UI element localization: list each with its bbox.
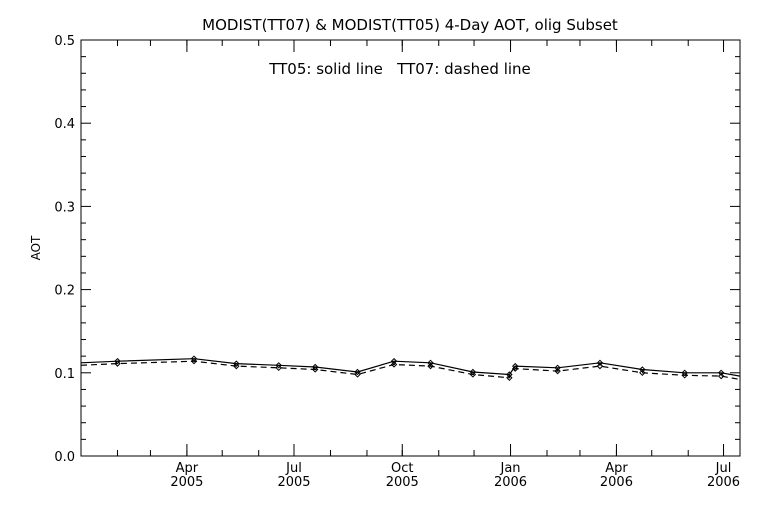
data-point-tt05: [354, 368, 361, 376]
data-point-tt05: [554, 364, 561, 372]
data-point-tt07: [512, 365, 519, 372]
data-point-tt07: [717, 372, 725, 380]
data-point-tt07: [114, 360, 121, 367]
data-point-tt05: [596, 359, 604, 367]
x-tick-month-label: Oct: [391, 461, 413, 476]
y-axis-label: AOT: [29, 235, 43, 260]
data-point-tt07: [190, 357, 198, 365]
data-point-tt05: [114, 357, 121, 365]
series-line-tt05: [80, 358, 741, 377]
data-point-tt07: [554, 367, 561, 375]
x-tick-month-label: Apr: [176, 461, 199, 476]
data-point-tt05: [427, 359, 434, 367]
x-tick-year-label: 2005: [386, 475, 419, 490]
data-point-tt07: [354, 371, 361, 378]
y-tick-label: 0.1: [54, 367, 75, 382]
data-point-tt07: [275, 364, 282, 372]
data-point-tt07: [639, 369, 646, 377]
data-point-tt07: [506, 374, 513, 381]
x-tick-year-label: 2005: [277, 475, 310, 490]
data-point-tt07: [596, 362, 604, 370]
chart-title: MODIST(TT07) & MODIST(TT05) 4-Day AOT, o…: [202, 16, 618, 34]
axes-group: 0.00.10.20.30.40.5Apr2005Jul2005Oct2005J…: [54, 34, 740, 490]
data-point-tt05: [275, 362, 282, 369]
x-tick-month-label: Jul: [285, 461, 302, 476]
line-style-note: TT05: solid line TT07: dashed line: [268, 60, 531, 78]
data-point-tt07: [390, 361, 398, 368]
x-tick-month-label: Apr: [605, 461, 628, 476]
y-tick-label: 0.2: [54, 284, 75, 299]
data-point-tt07: [427, 362, 434, 370]
y-tick-label: 0.0: [54, 450, 75, 465]
y-tick-label: 0.3: [54, 200, 75, 215]
series-group: [80, 355, 741, 381]
data-point-tt05: [639, 366, 646, 373]
series-line-tt07: [80, 360, 741, 381]
x-tick-year-label: 2006: [494, 475, 527, 490]
y-tick-label: 0.4: [54, 117, 75, 132]
x-tick-month-label: Jan: [500, 461, 521, 476]
x-tick-year-label: 2005: [170, 475, 203, 490]
plot-frame: [80, 39, 741, 457]
data-point-tt07: [233, 362, 240, 370]
data-point-tt07: [311, 366, 319, 373]
x-tick-year-label: 2006: [600, 475, 633, 490]
x-tick-year-label: 2006: [707, 475, 740, 490]
data-point-tt07: [681, 372, 688, 379]
data-point-tt05: [717, 369, 725, 377]
y-tick-label: 0.5: [54, 34, 75, 49]
data-point-tt05: [390, 357, 398, 365]
data-point-tt07: [469, 371, 477, 378]
x-tick-month-label: Jul: [715, 461, 732, 476]
